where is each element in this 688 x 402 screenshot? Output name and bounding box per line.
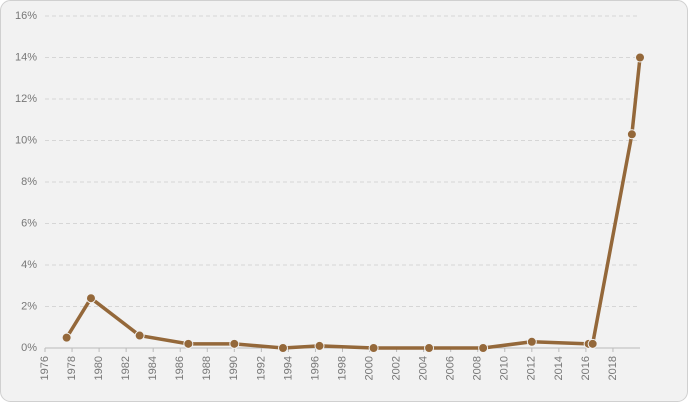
point <box>368 343 379 353</box>
x-tick-label: 1994 <box>282 356 294 380</box>
y-tick-label: 2% <box>21 300 37 312</box>
x-tick-label: 1996 <box>309 356 321 380</box>
x-tick-label: 1980 <box>93 356 105 380</box>
y-tick-label: 14% <box>15 51 37 63</box>
point <box>626 129 637 140</box>
y-tick-label: 0% <box>21 342 37 354</box>
x-tick-label: 1976 <box>39 356 51 380</box>
point <box>635 52 645 63</box>
x-tick-label: 1990 <box>228 356 240 380</box>
point <box>587 338 598 349</box>
x-tick-label: 1986 <box>174 356 186 380</box>
x-tick-label: 1992 <box>255 356 267 380</box>
point <box>61 332 72 343</box>
point <box>478 343 489 353</box>
point <box>424 343 435 353</box>
point <box>85 293 96 304</box>
y-tick-label: 10% <box>15 134 37 146</box>
x-tick-label: 2010 <box>499 356 511 380</box>
x-tick-label: 1982 <box>120 356 132 380</box>
y-tick-label: 8% <box>21 176 37 188</box>
point <box>183 338 194 349</box>
x-tick-label: 2004 <box>418 356 430 380</box>
point <box>314 340 325 351</box>
x-tick-label: 2012 <box>526 356 538 380</box>
y-tick-label: 16% <box>15 10 37 22</box>
x-tick-label: 2018 <box>607 356 619 380</box>
point <box>526 336 537 347</box>
y-tick-label: 12% <box>15 93 37 105</box>
y-tick-label: 6% <box>21 217 37 229</box>
x-tick-label: 1998 <box>336 356 348 380</box>
x-tick-label: 2014 <box>553 356 565 380</box>
x-tick-label: 1984 <box>147 356 159 380</box>
point <box>278 343 288 353</box>
x-tick-label: 1988 <box>201 356 213 380</box>
x-tick-label: 2000 <box>363 356 375 380</box>
y-tick-label: 4% <box>21 259 37 271</box>
x-tick-label: 2002 <box>390 356 402 380</box>
point <box>229 338 240 349</box>
x-tick-label: 2008 <box>472 356 484 380</box>
x-tick-label: 2006 <box>445 356 457 380</box>
point <box>134 330 145 341</box>
x-tick-label: 1978 <box>66 356 78 380</box>
x-tick-label: 2016 <box>580 356 592 380</box>
